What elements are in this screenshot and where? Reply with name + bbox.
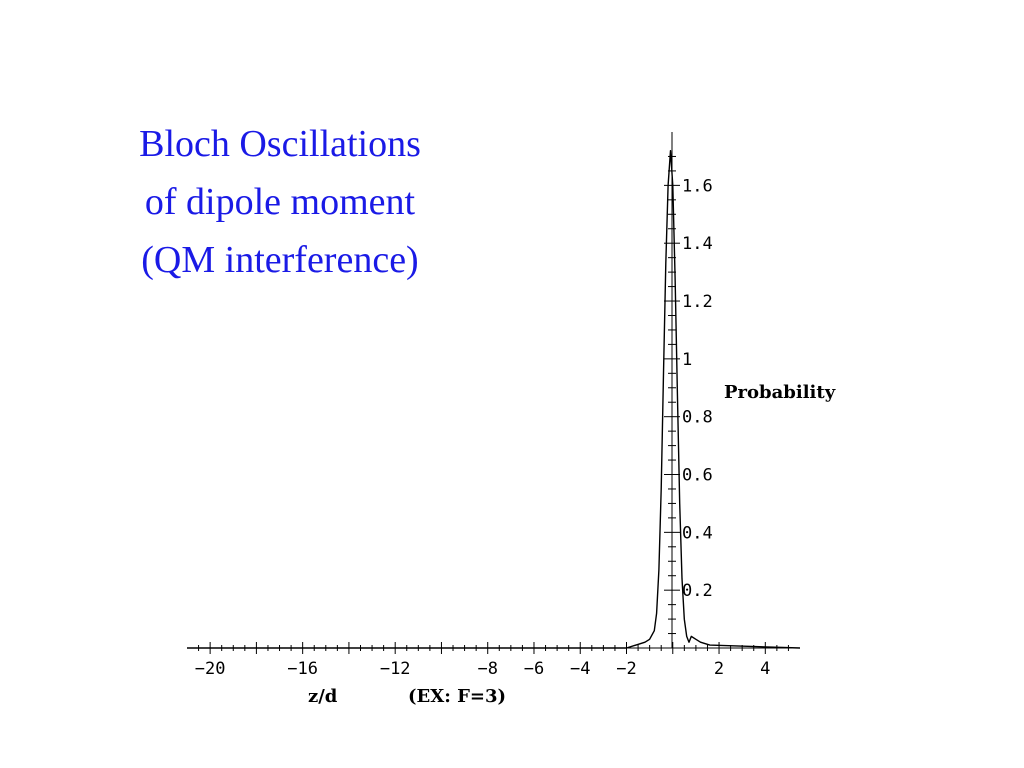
- x-tick-label: 4: [760, 659, 770, 679]
- probability-curve: [187, 149, 801, 649]
- x-axis-title: z/d: [308, 686, 338, 707]
- y-tick-label: 1.4: [682, 234, 713, 254]
- y-tick-label: 1.2: [682, 292, 713, 312]
- x-tick-label: −4: [570, 659, 590, 679]
- y-tick-label: 0.8: [682, 408, 713, 428]
- y-tick-label: 0.2: [682, 581, 713, 601]
- slide-title-line-2: of dipole moment: [144, 181, 416, 223]
- x-tick-label: −6: [524, 659, 544, 679]
- y-axis-title: Probability: [724, 382, 836, 403]
- y-tick-label: 1.6: [682, 176, 713, 196]
- series-group: [187, 149, 801, 649]
- x-axis-annotation: (EX: F=3): [408, 686, 506, 707]
- x-tick-label: −16: [287, 659, 318, 679]
- y-tick-label: 1: [682, 350, 692, 370]
- x-tick-label: −12: [380, 659, 411, 679]
- slide-title: Bloch Oscillations of dipole moment (QM …: [100, 115, 460, 289]
- x-tick-label: 2: [714, 659, 724, 679]
- y-axis: 0.2 0.4 0.6 0.8 1 1.2 1.4 1.6: [664, 132, 713, 648]
- slide-title-line-3: (QM interference): [141, 239, 419, 281]
- y-tick-label: 0.6: [682, 466, 713, 486]
- slide-title-line-1: Bloch Oscillations: [139, 123, 421, 165]
- x-tick-label: −8: [477, 659, 497, 679]
- y-tick-label: 0.4: [682, 523, 713, 543]
- x-tick-label: −2: [616, 659, 636, 679]
- x-tick-label: −20: [195, 659, 226, 679]
